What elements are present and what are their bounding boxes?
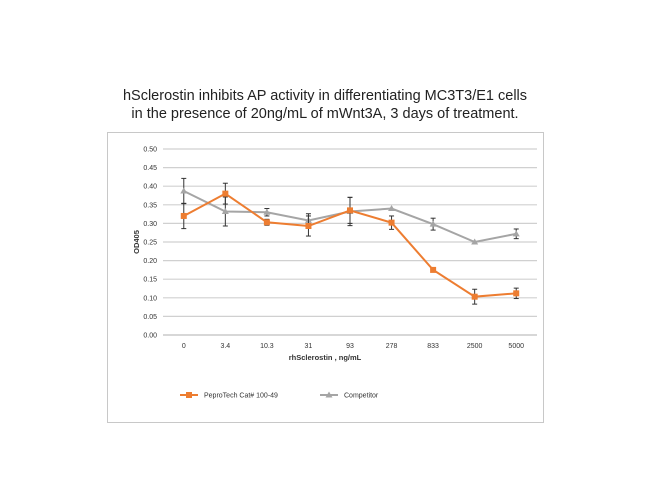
data-point [388, 205, 396, 212]
legend-label: Competitor [344, 393, 379, 400]
data-point [512, 230, 520, 237]
data-point [263, 208, 271, 215]
y-axis-label: OD405 [132, 230, 141, 254]
data-point [180, 187, 188, 194]
y-tick-label: 0.30 [143, 221, 157, 228]
chart-title-line-2: in the presence of 20ng/mL of mWnt3A, 3 … [131, 106, 519, 122]
y-tick-label: 0.00 [143, 333, 157, 340]
data-point [430, 266, 437, 273]
legend-marker [325, 391, 333, 398]
x-tick-label: 93 [346, 343, 354, 350]
legend-item: Competitor [320, 391, 379, 400]
y-tick-label: 0.45 [143, 165, 157, 172]
data-point [347, 207, 353, 214]
y-tick-label: 0.10 [143, 295, 157, 302]
x-tick-label: 2500 [467, 343, 483, 350]
y-tick-label: 0.20 [143, 258, 157, 265]
x-tick-label: 3.4 [220, 343, 230, 350]
legend-label: PeproTech Cat# 100-49 [204, 393, 278, 400]
data-point [305, 223, 312, 230]
y-tick-label: 0.05 [143, 314, 157, 321]
x-tick-label: 0 [182, 343, 186, 350]
legend-marker [186, 392, 192, 398]
y-tick-label: 0.25 [143, 240, 157, 247]
data-point [180, 212, 187, 219]
chart-frame [107, 132, 544, 423]
x-tick-label: 5000 [508, 343, 524, 350]
data-point [471, 238, 479, 245]
series-0 [180, 182, 520, 305]
y-tick-label: 0.15 [143, 277, 157, 284]
data-point [221, 207, 229, 214]
x-tick-label: 10.3 [260, 343, 274, 350]
data-point [471, 293, 478, 300]
data-point [263, 219, 270, 226]
y-tick-label: 0.40 [143, 184, 157, 191]
data-point [222, 190, 229, 197]
y-tick-label: 0.35 [143, 202, 157, 209]
data-point [388, 219, 395, 226]
data-point [429, 220, 437, 227]
x-tick-label: 31 [305, 343, 313, 350]
chart-title-line-1: hSclerostin inhibits AP activity in diff… [122, 88, 528, 104]
y-tick-label: 0.50 [143, 147, 157, 154]
x-tick-label: 833 [427, 343, 439, 350]
data-point [513, 290, 520, 297]
x-tick-label: 278 [386, 343, 398, 350]
x-axis-label: rhSclerostin , ng/mL [289, 353, 362, 362]
legend-item: PeproTech Cat# 100-49 [180, 392, 278, 400]
